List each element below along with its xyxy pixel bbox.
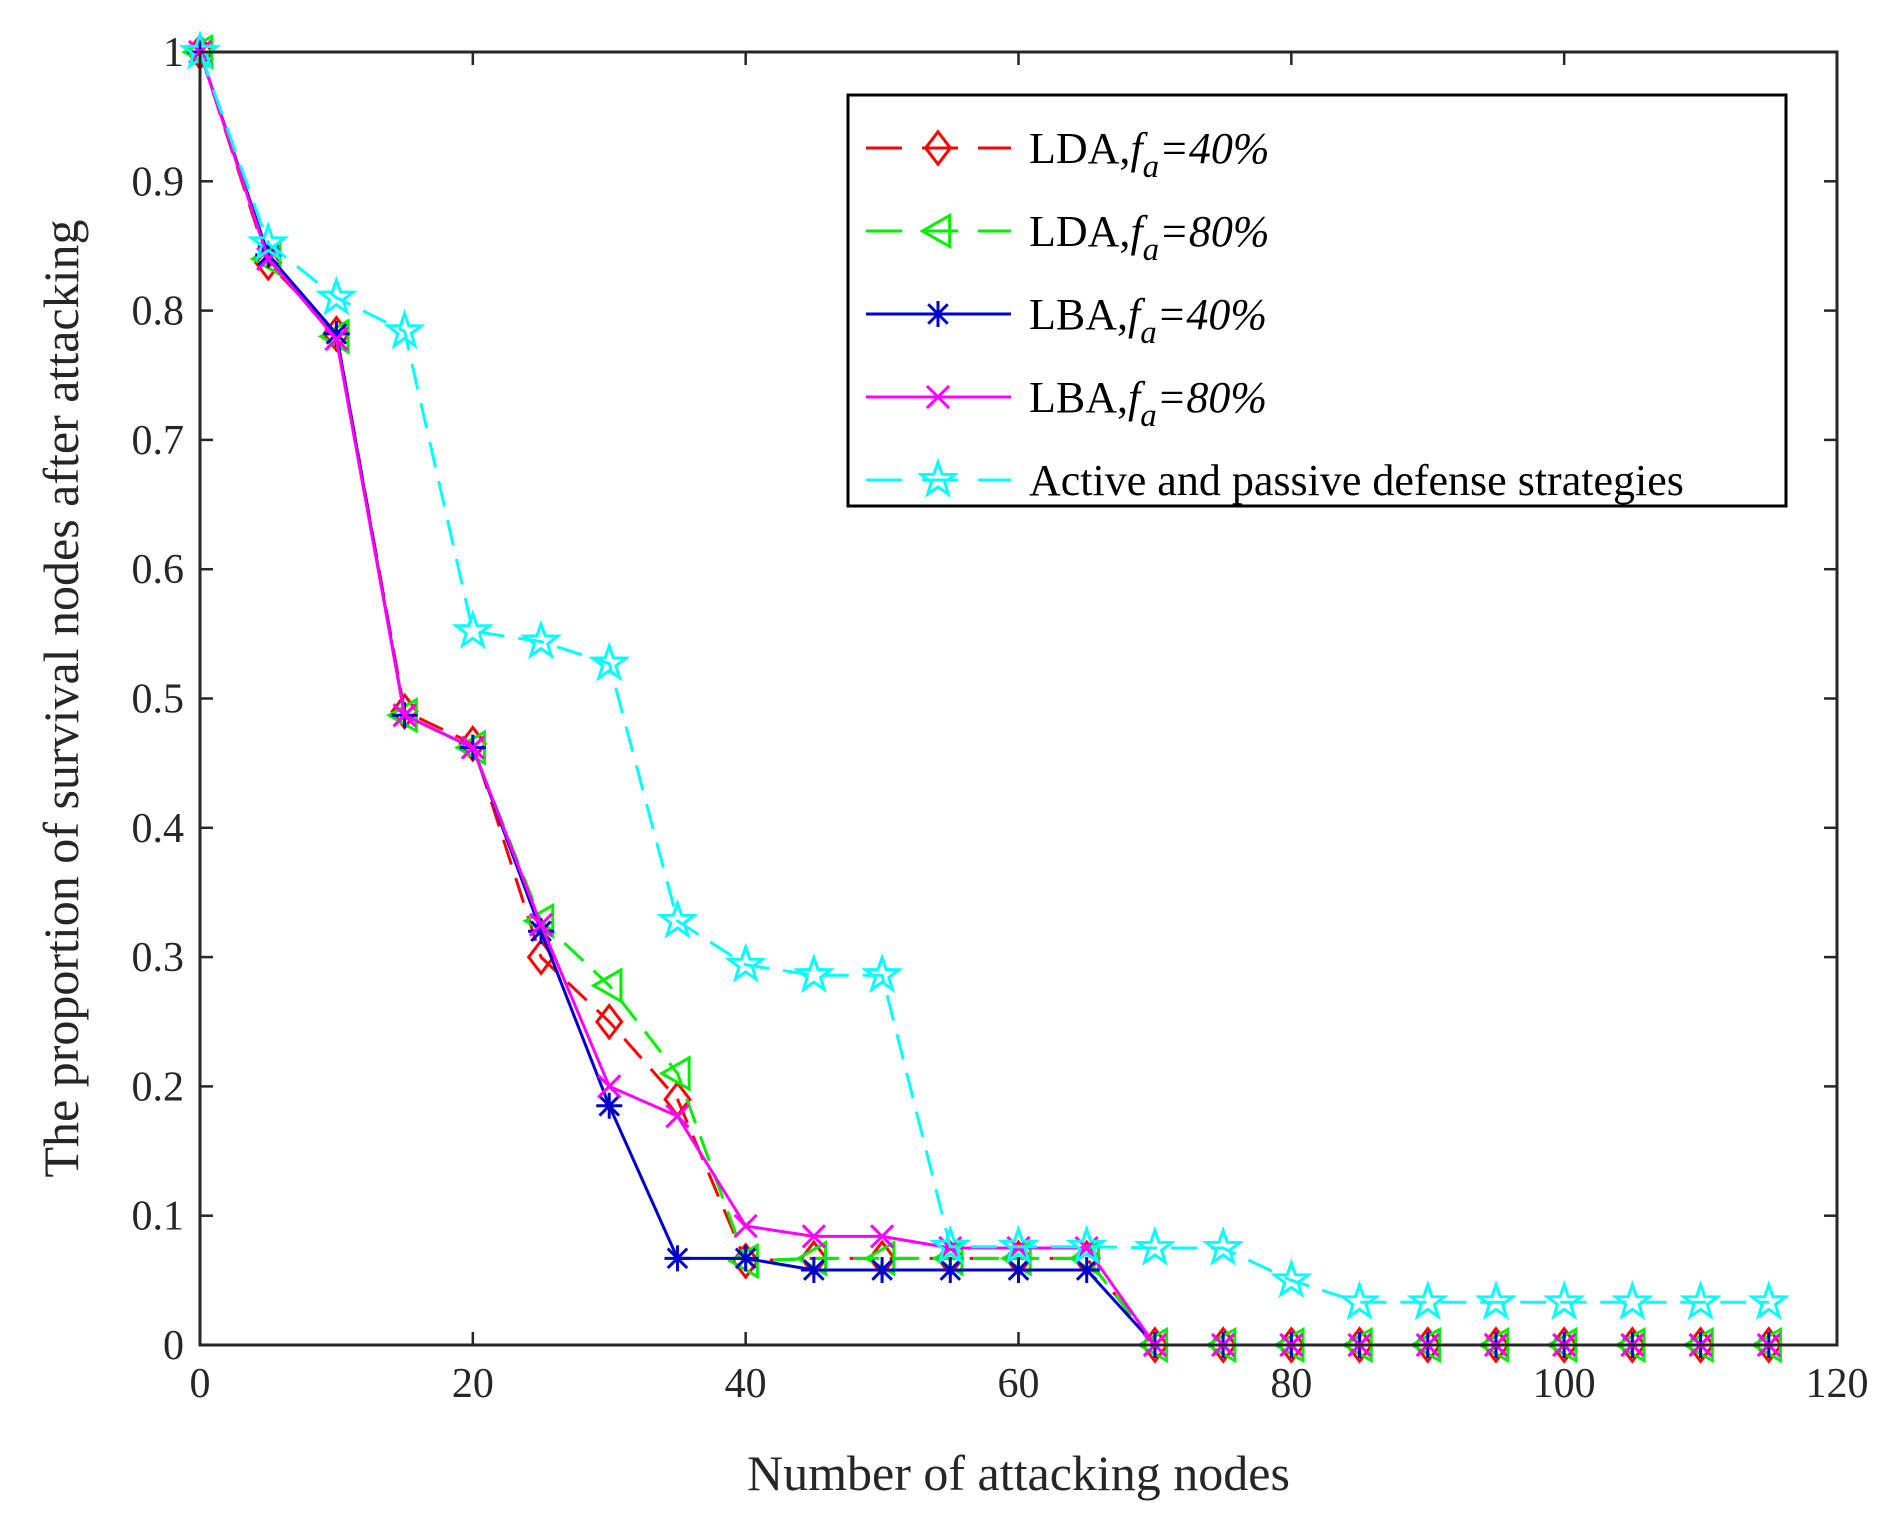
data-point (800, 1257, 827, 1284)
y-tick-label: 1 (163, 30, 184, 76)
legend-label-suffix: =40% (1157, 290, 1267, 339)
y-tick-label: 0.9 (132, 159, 185, 205)
data-point (247, 221, 290, 262)
data-point (665, 1104, 690, 1129)
data-point (724, 942, 767, 983)
x-tick-label: 60 (998, 1361, 1040, 1407)
legend-label: LDA,fa=80% (1029, 207, 1270, 268)
legend-label: LBA,fa=80% (1029, 373, 1267, 434)
y-tick-label: 0.2 (132, 1064, 185, 1110)
data-point (596, 1092, 623, 1119)
data-point (383, 309, 426, 350)
data-point (451, 609, 494, 650)
data-point (1202, 1225, 1245, 1266)
legend: LDA,fa=40%LDA,fa=80%LBA,fa=40%LBA,fa=80%… (846, 93, 1788, 508)
x-tick-label: 80 (1270, 1361, 1312, 1407)
data-point (801, 1224, 826, 1249)
data-point (588, 641, 631, 682)
legend-label-subscript: a (1140, 398, 1157, 434)
data-point (1611, 1280, 1654, 1321)
legend-label-prefix: LDA, (1029, 207, 1130, 256)
series-line (198, 51, 1769, 1304)
data-point (520, 619, 563, 660)
data-point (997, 1224, 1040, 1265)
data-point (733, 1213, 758, 1239)
data-point (869, 1224, 895, 1249)
legend-entry: Active and passive defense strategies (866, 456, 1684, 505)
legend-label-prefix: LBA, (1029, 373, 1128, 422)
data-point (1065, 1224, 1108, 1265)
data-point (1747, 1280, 1790, 1321)
data-point (460, 735, 485, 760)
legend-box (846, 93, 1788, 508)
data-point (595, 1003, 624, 1041)
data-point (528, 912, 554, 937)
legend-marker (925, 384, 951, 410)
legend-entry: LBA,fa=80% (866, 373, 1267, 434)
legend-label-suffix: =40% (1159, 124, 1269, 173)
y-tick-label: 0.7 (132, 418, 185, 464)
data-point (861, 953, 904, 994)
data-point (1073, 1257, 1100, 1284)
data-point (392, 703, 417, 728)
legend-entry: LDA,fa=80% (866, 207, 1270, 268)
legend-label-subscript: a (1140, 315, 1157, 351)
data-point (664, 1245, 691, 1272)
legend-label-suffix: =80% (1159, 207, 1269, 256)
data-point (792, 953, 835, 994)
legend-marker (916, 457, 960, 498)
y-tick-label: 0.8 (132, 289, 185, 335)
data-point (1270, 1258, 1313, 1299)
legend-marker (923, 129, 953, 167)
data-point (323, 320, 350, 347)
data-point (590, 967, 623, 1004)
x-tick-label: 20 (452, 1361, 494, 1407)
legend-marker (919, 212, 952, 250)
legend-label: Active and passive defense strategies (1029, 456, 1684, 505)
legend-marker (925, 301, 951, 327)
data-point (732, 1245, 759, 1272)
data-point (528, 918, 555, 945)
data-point (317, 318, 350, 355)
legend-label-prefix: LDA, (1029, 124, 1130, 173)
x-tick-label: 0 (190, 1361, 211, 1407)
x-tick-label: 100 (1533, 1361, 1596, 1407)
x-axis-label: Number of attacking nodes (747, 1445, 1290, 1501)
y-tick-label: 0.1 (132, 1194, 185, 1240)
legend-label-suffix: =80% (1157, 373, 1267, 422)
data-point (315, 275, 358, 316)
data-point (1679, 1280, 1722, 1321)
legend-entries: LDA,fa=40%LDA,fa=80%LBA,fa=40%LBA,fa=80%… (866, 124, 1684, 505)
y-tick-label: 0.4 (132, 806, 185, 852)
legend-label-prefix: Active and passive defense strategies (1029, 456, 1684, 505)
data-point (1543, 1280, 1586, 1321)
data-point (1133, 1225, 1176, 1266)
y-axis-label: The proportion of survival nodes after a… (33, 219, 89, 1177)
data-point (324, 326, 349, 352)
y-tick-label: 0.3 (132, 935, 185, 981)
legend-label-prefix: LBA, (1029, 290, 1128, 339)
data-point (1474, 1280, 1517, 1321)
data-point (869, 1257, 896, 1284)
y-tick-label: 0.5 (132, 677, 185, 723)
legend-label-subscript: a (1143, 232, 1160, 268)
data-point (597, 1074, 622, 1099)
data-point (1406, 1280, 1449, 1321)
x-tick-label: 120 (1806, 1361, 1869, 1407)
data-point (937, 1257, 964, 1284)
data-point (929, 1224, 972, 1265)
y-tick-label: 0 (163, 1323, 184, 1369)
tick-labels: 0 20 40 60 80 100 120 0 0.1 0.2 0.3 0.4 0.5 0.6 0.7 0.8… (132, 30, 1869, 1407)
y-tick-label: 0.6 (132, 547, 185, 593)
plot-series (178, 29, 1790, 1364)
legend-label-subscript: a (1143, 149, 1160, 185)
data-point (658, 1055, 691, 1092)
data-point (1005, 1257, 1032, 1284)
data-point (1338, 1280, 1381, 1321)
data-point (656, 898, 699, 939)
plot-frame (198, 50, 1839, 1347)
x-tick-label: 40 (725, 1361, 767, 1407)
